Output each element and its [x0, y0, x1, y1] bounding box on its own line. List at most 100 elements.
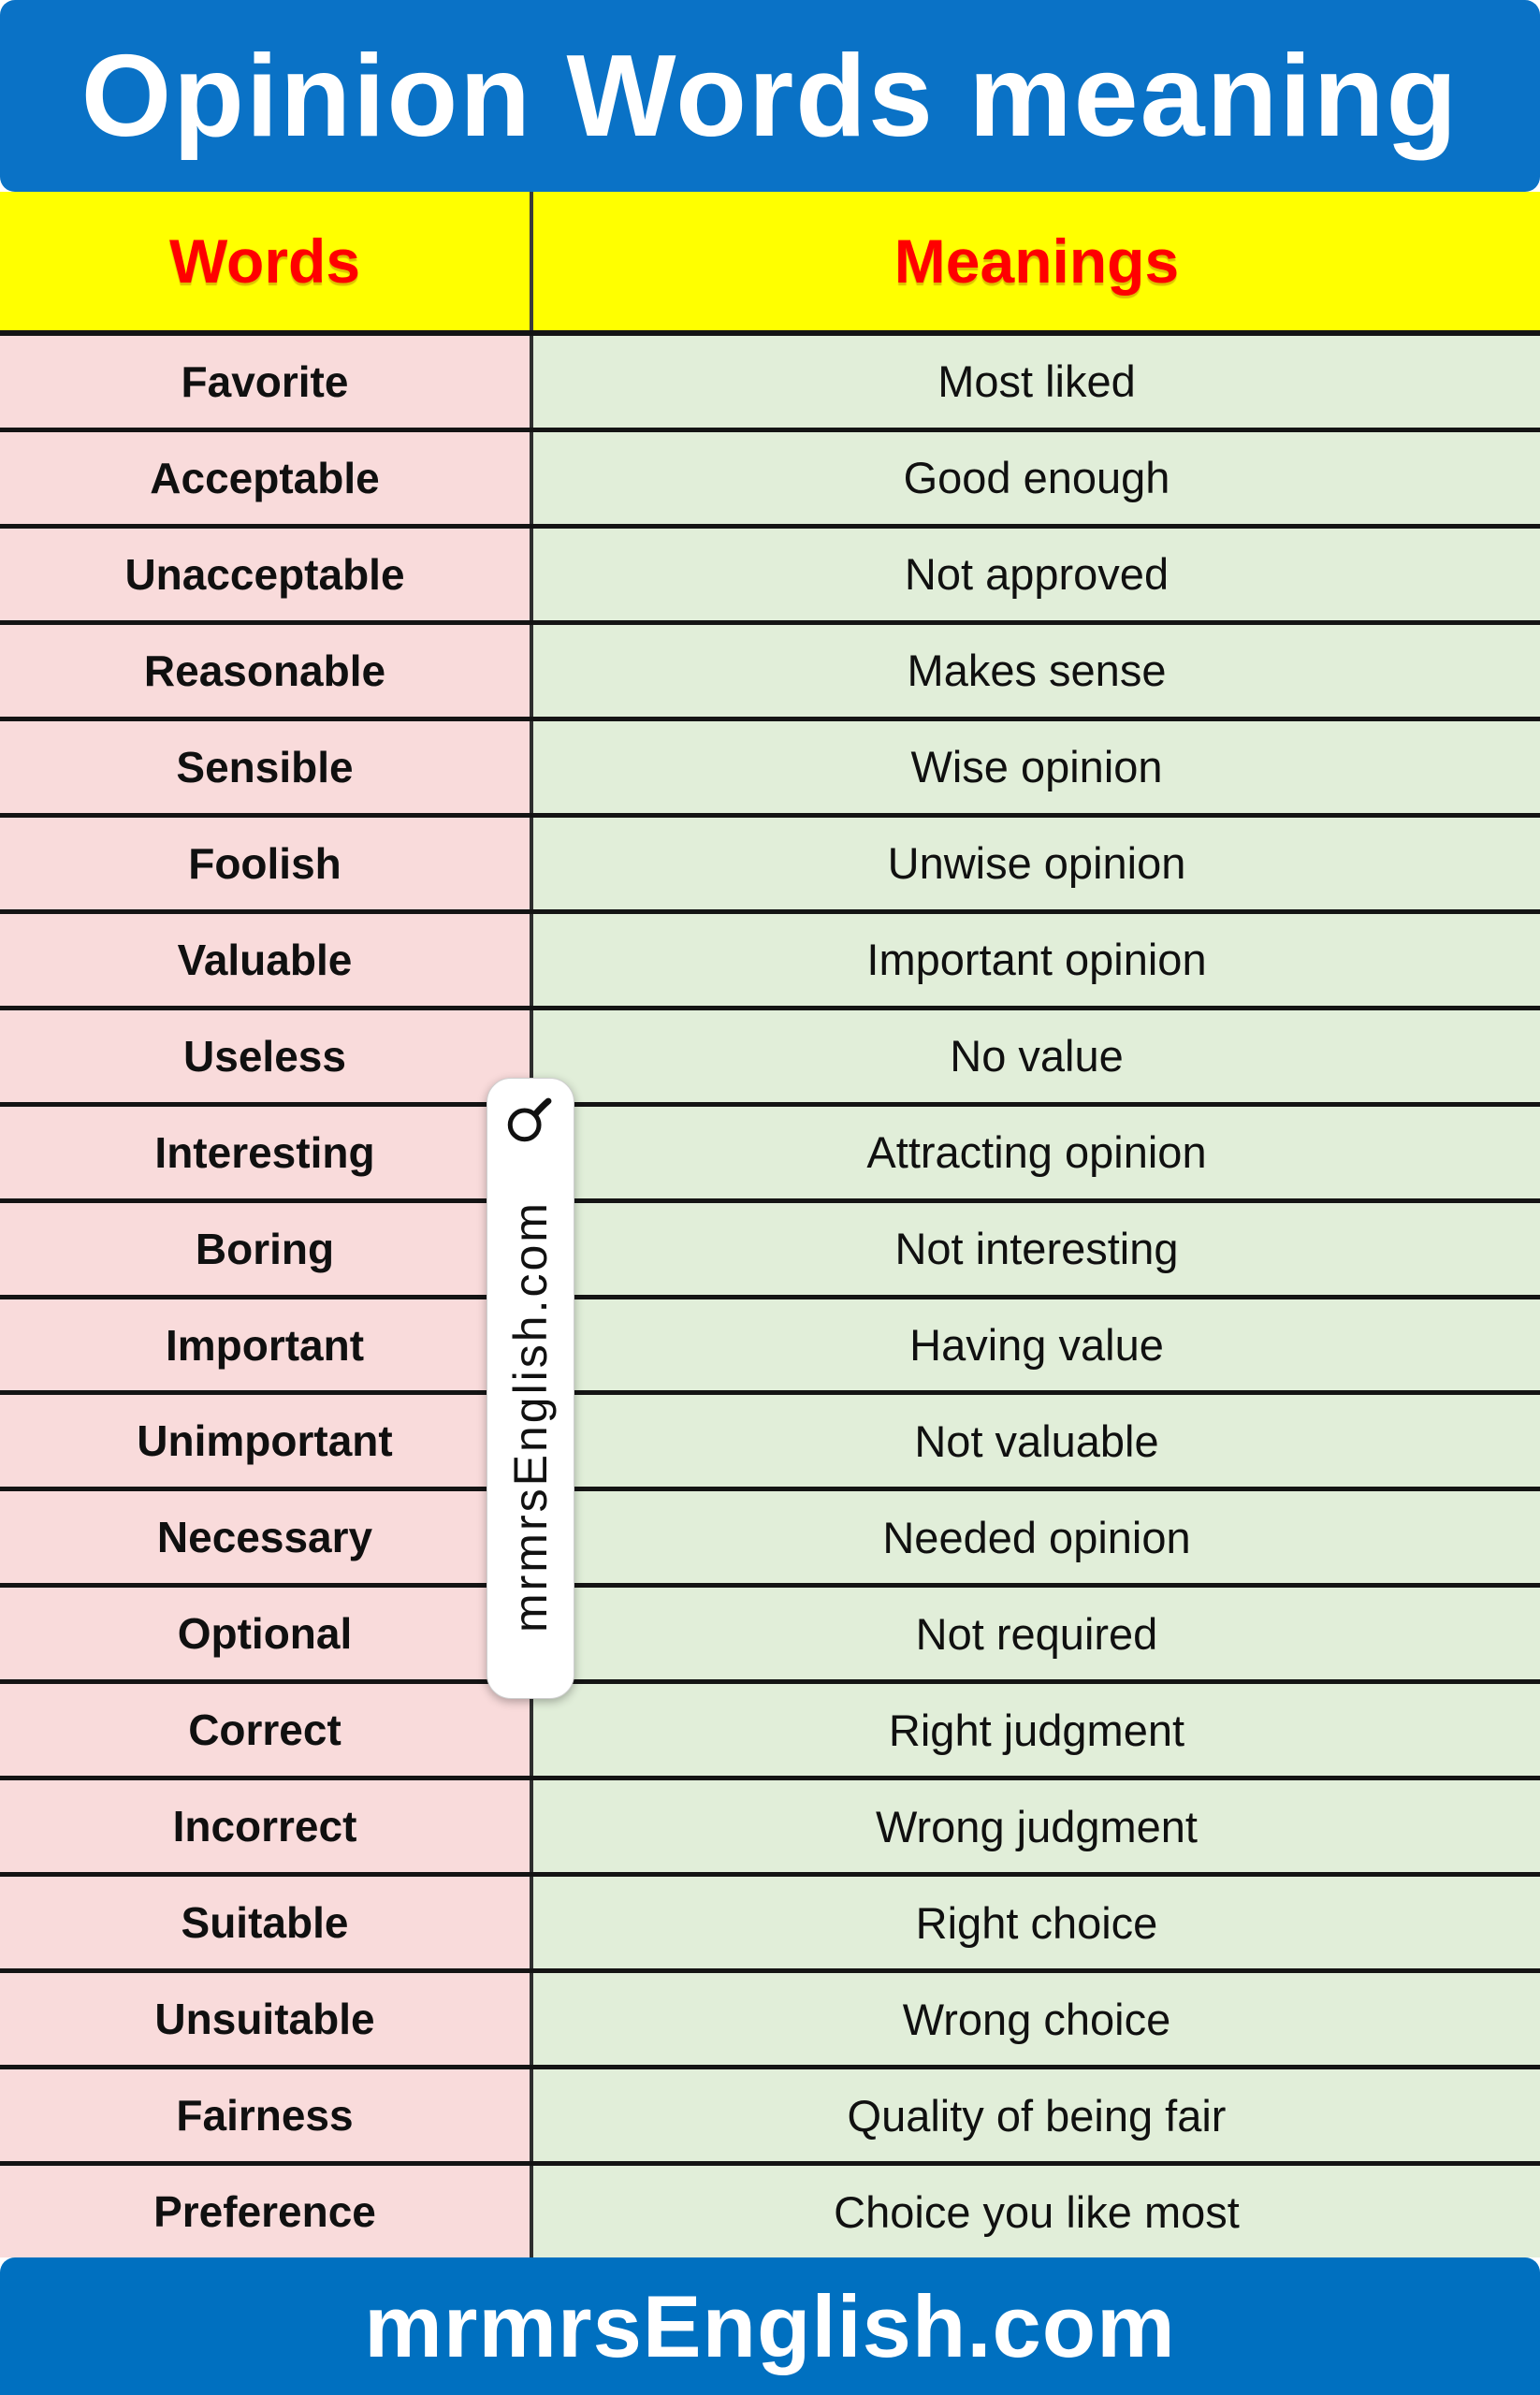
meaning-cell: Quality of being fair	[533, 2069, 1540, 2162]
word-label: Important	[165, 1320, 365, 1370]
meaning-cell: Important opinion	[533, 913, 1540, 1006]
meanings-header-label: Meanings	[893, 226, 1180, 296]
table-row: Favorite Most liked	[0, 336, 1540, 432]
meaning-cell: Not required	[533, 1588, 1540, 1680]
word-label: Valuable	[177, 935, 353, 984]
word-label: Incorrect	[172, 1802, 357, 1851]
word-label: Boring	[195, 1224, 335, 1273]
meaning-cell: Wrong choice	[533, 1973, 1540, 2066]
table-row: Preference Choice you like most	[0, 2166, 1540, 2258]
meaning-label: Good enough	[903, 453, 1170, 503]
meaning-cell: Not valuable	[533, 1395, 1540, 1488]
meaning-label: Not required	[915, 1608, 1158, 1659]
word-cell: Reasonable	[0, 624, 533, 717]
table-row: Foolish Unwise opinion	[0, 817, 1540, 914]
watermark-text: mrmrsEnglish.com	[504, 1200, 557, 1633]
meaning-cell: Wrong judgment	[533, 1780, 1540, 1873]
meaning-cell: Right choice	[533, 1877, 1540, 1969]
word-label: Favorite	[181, 356, 349, 406]
footer-site-name: mrmrsEnglish.com	[364, 2276, 1176, 2375]
meaning-label: Makes sense	[907, 646, 1167, 696]
column-headers: Words Meanings	[0, 192, 1540, 336]
word-label: Reasonable	[143, 646, 386, 695]
word-cell: Necessary	[0, 1491, 533, 1584]
word-cell: Preference	[0, 2166, 533, 2258]
meaning-cell: Needed opinion	[533, 1491, 1540, 1584]
meaning-label: Choice you like most	[834, 2186, 1240, 2237]
meaning-cell: Most liked	[533, 336, 1540, 428]
word-label: Fairness	[176, 2091, 354, 2141]
table-row: Reasonable Makes sense	[0, 624, 1540, 721]
table-row: Unsuitable Wrong choice	[0, 1973, 1540, 2070]
word-cell: Valuable	[0, 913, 533, 1006]
word-cell: Unsuitable	[0, 1973, 533, 2066]
meaning-label: Wrong judgment	[876, 1801, 1198, 1851]
table-row: Acceptable Good enough	[0, 431, 1540, 529]
word-cell: Fairness	[0, 2069, 533, 2162]
word-label: Interesting	[154, 1127, 375, 1177]
word-cell: Optional	[0, 1588, 533, 1680]
word-label: Acceptable	[150, 453, 380, 502]
meaning-cell: Having value	[533, 1299, 1540, 1391]
meaning-label: Not valuable	[914, 1415, 1159, 1466]
word-label: Optional	[177, 1609, 353, 1659]
meaning-label: Wise opinion	[910, 742, 1163, 792]
meaning-label: Attracting opinion	[866, 1127, 1207, 1178]
table-row: Useless No value	[0, 1009, 1540, 1107]
table-row: Correct Right judgment	[0, 1684, 1540, 1781]
meaning-label: Not approved	[904, 549, 1170, 600]
word-label: Unimportant	[137, 1416, 393, 1466]
meaning-cell: Good enough	[533, 431, 1540, 524]
word-cell: Incorrect	[0, 1780, 533, 1873]
table-row: Unacceptable Not approved	[0, 528, 1540, 625]
word-cell: Foolish	[0, 817, 533, 909]
meaning-label: Wrong choice	[902, 1994, 1171, 2044]
meaning-label: Not interesting	[894, 1224, 1179, 1274]
word-cell: Suitable	[0, 1877, 533, 1969]
table-row: Suitable Right choice	[0, 1877, 1540, 1974]
meanings-column-header: Meanings	[533, 192, 1540, 330]
word-label: Unsuitable	[154, 1995, 375, 2044]
meaning-cell: Not approved	[533, 528, 1540, 620]
meaning-cell: Choice you like most	[533, 2166, 1540, 2258]
word-label: Suitable	[181, 1898, 349, 1948]
meaning-cell: Not interesting	[533, 1202, 1540, 1295]
word-label: Correct	[188, 1706, 341, 1755]
meaning-label: Most liked	[937, 356, 1136, 407]
table-row: Important Having value	[0, 1299, 1540, 1396]
watermark-pill: mrmrsEnglish.com	[487, 1078, 574, 1699]
meaning-label: Needed opinion	[882, 1512, 1191, 1562]
title-band: Opinion Words meaning	[0, 0, 1540, 192]
meaning-cell: Unwise opinion	[533, 817, 1540, 909]
word-cell: Sensible	[0, 720, 533, 813]
footer-band: mrmrsEnglish.com	[0, 2257, 1540, 2395]
word-cell: Correct	[0, 1684, 533, 1777]
meaning-cell: No value	[533, 1009, 1540, 1102]
vocab-table-rows: Favorite Most liked Acceptable Good enou…	[0, 336, 1540, 2258]
word-label: Foolish	[188, 838, 341, 888]
meaning-cell: Wise opinion	[533, 720, 1540, 813]
word-label: Unacceptable	[124, 549, 405, 599]
table-row: Unimportant Not valuable	[0, 1395, 1540, 1492]
word-cell: Acceptable	[0, 431, 533, 524]
table-row: Valuable Important opinion	[0, 913, 1540, 1010]
word-cell: Favorite	[0, 336, 533, 428]
table-row: Fairness Quality of being fair	[0, 2069, 1540, 2167]
table-row: Sensible Wise opinion	[0, 720, 1540, 818]
table-row: Boring Not interesting	[0, 1202, 1540, 1299]
meaning-label: Right choice	[915, 1897, 1158, 1948]
meaning-cell: Makes sense	[533, 624, 1540, 717]
words-header-label: Words	[168, 226, 361, 296]
magnifier-icon	[503, 1092, 558, 1151]
word-cell: Boring	[0, 1202, 533, 1295]
meaning-label: Right judgment	[888, 1705, 1185, 1755]
meaning-label: Having value	[909, 1320, 1164, 1370]
page-title: Opinion Words meaning	[80, 31, 1460, 161]
meaning-label: No value	[950, 1031, 1124, 1081]
word-cell: Useless	[0, 1009, 533, 1102]
table-row: Optional Not required	[0, 1588, 1540, 1685]
meaning-label: Quality of being fair	[847, 2090, 1227, 2141]
word-label: Necessary	[156, 1513, 373, 1562]
meaning-cell: Right judgment	[533, 1684, 1540, 1777]
